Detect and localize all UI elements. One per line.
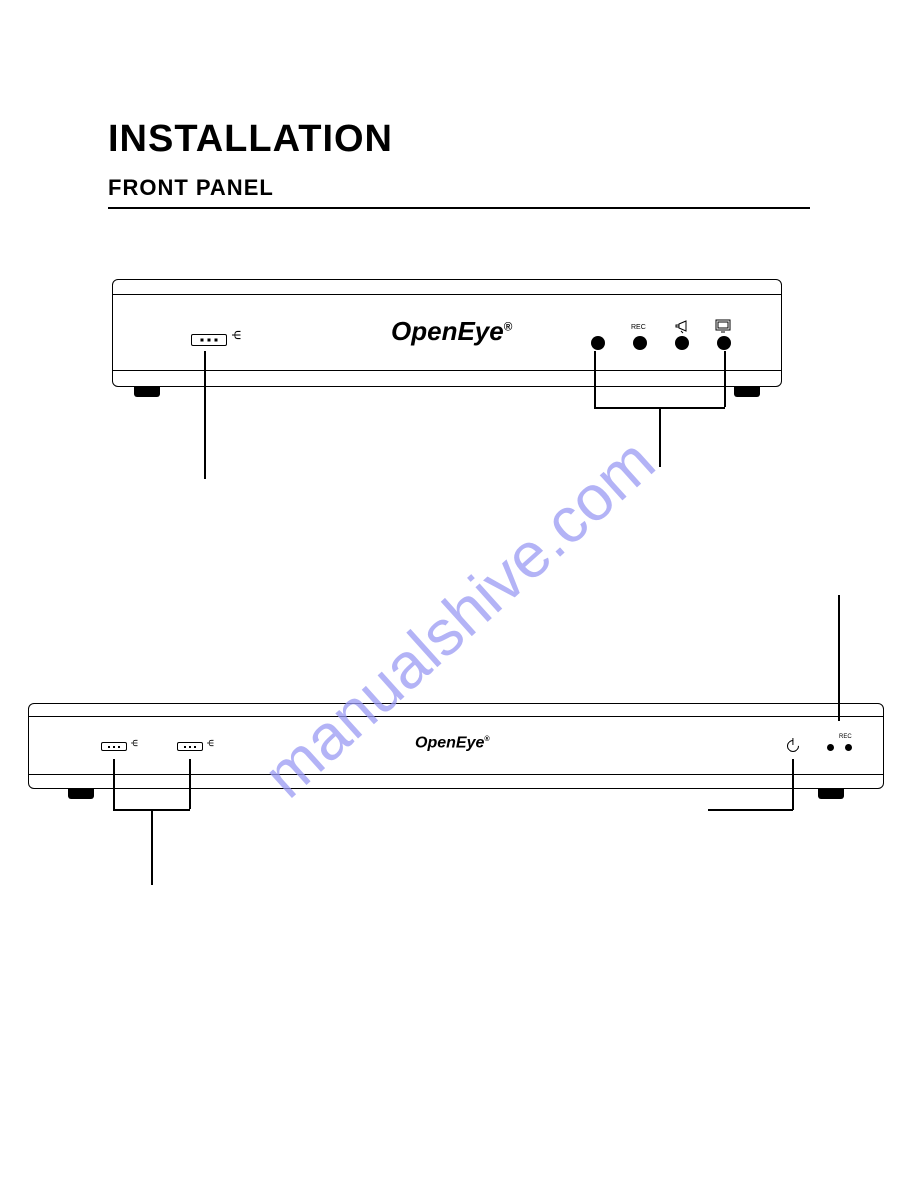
device-foot bbox=[818, 789, 844, 799]
device-foot bbox=[734, 387, 760, 397]
usb-icon: Ψ bbox=[229, 330, 243, 340]
brand-tm: ® bbox=[484, 734, 489, 743]
usb-icon: Ψ bbox=[205, 739, 215, 747]
device-small: OpenEye® Ψ REC bbox=[112, 279, 782, 387]
device-bottom-band bbox=[29, 774, 883, 775]
led-label-rec: REC bbox=[839, 734, 852, 740]
callout-line bbox=[151, 809, 153, 885]
figure-area: OpenEye® Ψ REC bbox=[108, 279, 810, 1129]
brand-logo: OpenEye® bbox=[415, 734, 490, 752]
callout-line bbox=[708, 809, 793, 811]
usb-icon: Ψ bbox=[129, 739, 139, 747]
device-top-band bbox=[113, 294, 781, 295]
callout-line bbox=[204, 351, 206, 479]
brand-text: OpenEye bbox=[391, 316, 504, 346]
callout-line bbox=[659, 407, 661, 467]
callout-line bbox=[724, 351, 726, 407]
device-bottom-band bbox=[113, 370, 781, 371]
page-content: INSTALLATION FRONT PANEL OpenEye® Ψ REC bbox=[0, 0, 918, 1129]
callout-line bbox=[113, 759, 115, 809]
led-indicator bbox=[827, 744, 834, 751]
page-title: INSTALLATION bbox=[108, 118, 810, 161]
title-rule bbox=[108, 207, 810, 209]
usb-port bbox=[191, 334, 227, 346]
callout-line bbox=[594, 351, 596, 407]
page-subtitle: FRONT PANEL bbox=[108, 175, 810, 201]
led-indicator bbox=[633, 336, 647, 350]
callout-line bbox=[792, 759, 794, 810]
power-icon bbox=[787, 740, 799, 752]
callout-line bbox=[838, 595, 840, 721]
device-top-band bbox=[29, 716, 883, 717]
led-indicator bbox=[591, 336, 605, 350]
brand-text: OpenEye bbox=[415, 734, 484, 751]
led-indicator bbox=[717, 336, 731, 350]
brand-logo: OpenEye® bbox=[391, 316, 512, 347]
led-indicator bbox=[845, 744, 852, 751]
device-wide: OpenEye® Ψ Ψ REC bbox=[28, 703, 884, 789]
brand-tm: ® bbox=[504, 320, 513, 333]
bell-icon bbox=[673, 318, 689, 334]
device-foot bbox=[68, 789, 94, 799]
led-label-rec: REC bbox=[631, 324, 646, 331]
led-indicator bbox=[675, 336, 689, 350]
usb-port bbox=[101, 742, 127, 751]
device-foot bbox=[134, 387, 160, 397]
monitor-icon bbox=[715, 318, 731, 334]
usb-port bbox=[177, 742, 203, 751]
callout-line bbox=[189, 759, 191, 809]
